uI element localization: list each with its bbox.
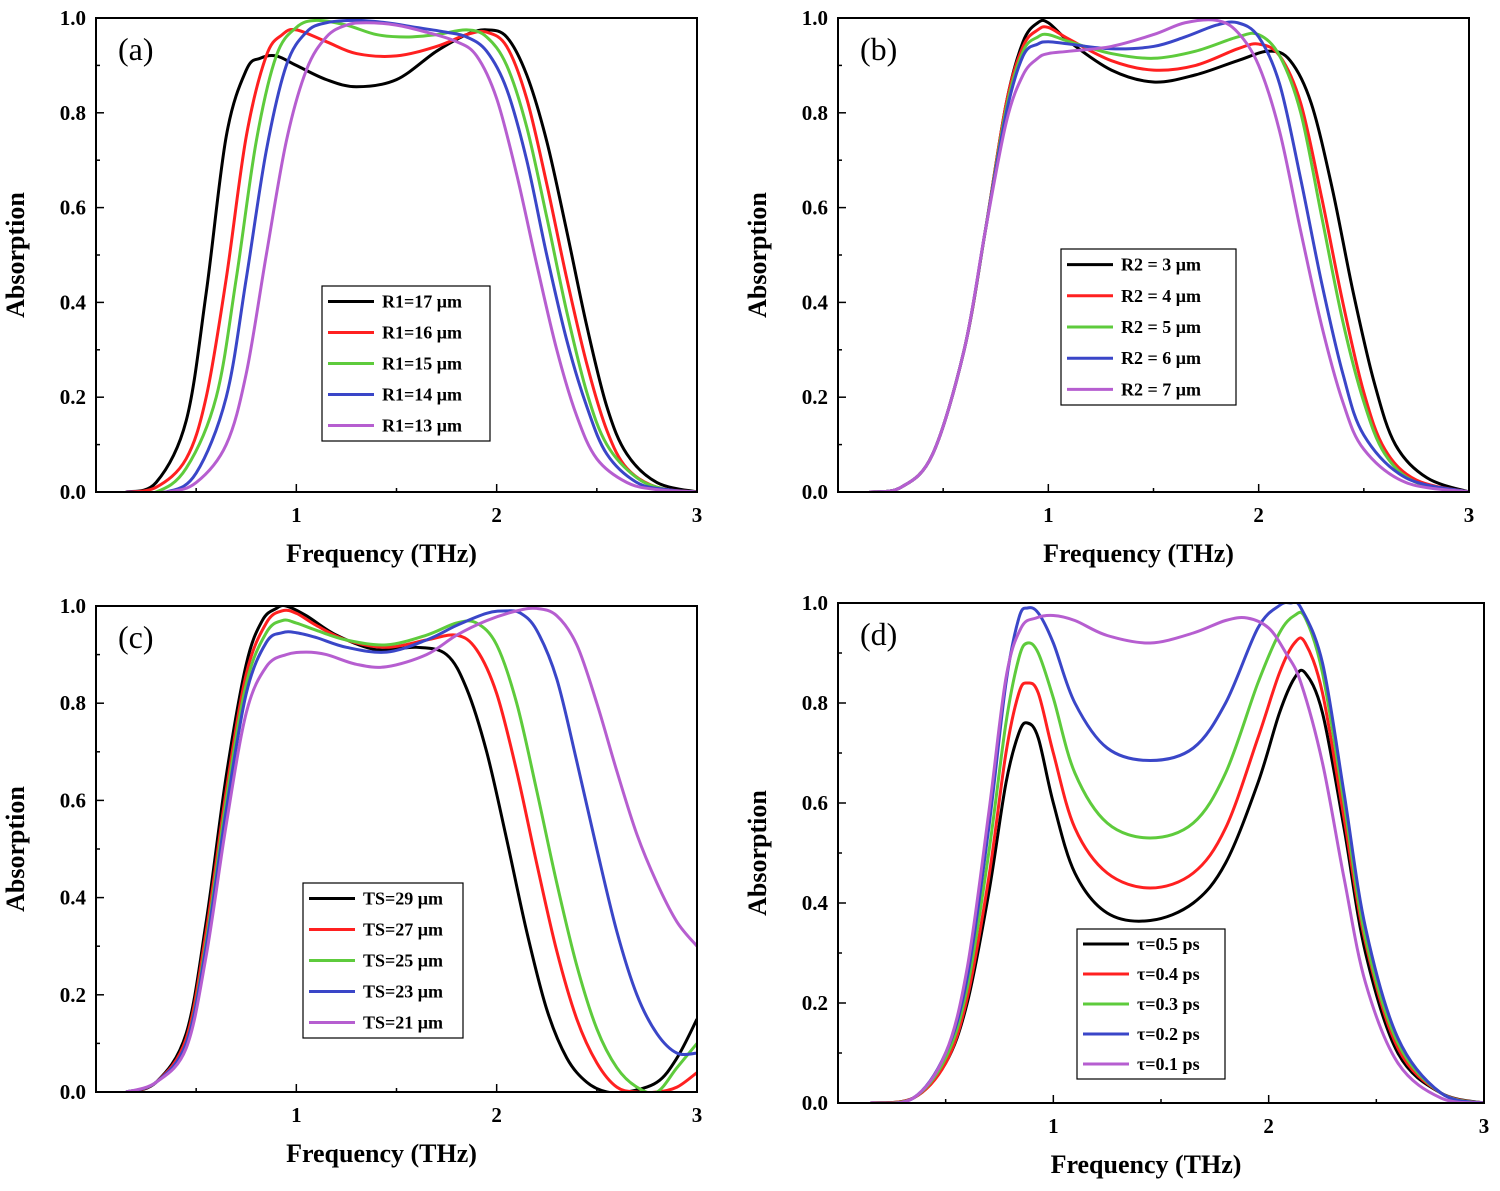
y-tick-label: 0.4 — [802, 290, 829, 314]
legend-entry: R2 = 3 μm — [1121, 255, 1201, 275]
y-tick-label: 1.0 — [60, 6, 86, 30]
chart-panel: 0.0 0.2 0.4 0.6 0.8 1.0 1 2 3 Frequency (THz) Abso… — [743, 591, 1489, 1179]
y-tick-label: 1.0 — [802, 591, 828, 615]
y-tick-label: 0.6 — [60, 196, 86, 220]
panel-label: (d) — [860, 616, 897, 652]
series-line — [126, 21, 697, 492]
x-tick-label: 3 — [692, 503, 703, 527]
legend-entry: τ=0.3 ps — [1137, 994, 1200, 1014]
legend-entry: τ=0.1 ps — [1137, 1054, 1200, 1074]
y-tick-label: 0.8 — [802, 691, 828, 715]
series-line — [870, 636, 1484, 1103]
legend-entry: R2 = 6 μm — [1121, 348, 1201, 368]
y-tick-label: 0.0 — [802, 480, 828, 504]
y-axis-label: Absorption — [1, 786, 30, 912]
panel-label: (a) — [118, 31, 154, 67]
y-tick-label: 0.0 — [802, 1091, 828, 1115]
legend-entry: TS=23 μm — [363, 982, 443, 1002]
series-line — [125, 27, 697, 492]
series-line — [869, 18, 1469, 492]
legend-entry: R1=15 μm — [382, 354, 462, 374]
series-line — [125, 606, 697, 1092]
series-line — [126, 18, 697, 492]
chart-panel: 0.0 0.2 0.4 0.6 0.8 1.0 1 2 3 Frequency (THz) Abso… — [743, 6, 1474, 568]
chart-panel: 0.0 0.2 0.4 0.6 0.8 1.0 1 2 3 Frequency (THz) Abso… — [1, 6, 702, 568]
series-group — [125, 18, 697, 492]
y-tick-label: 0.4 — [60, 886, 87, 910]
series-line — [870, 603, 1484, 1103]
legend-entry: R1=14 μm — [382, 385, 462, 405]
y-tick-label: 0.6 — [802, 791, 828, 815]
legend-entry: τ=0.4 ps — [1137, 964, 1200, 984]
legend-entry: TS=29 μm — [363, 889, 443, 909]
legend: TS=29 μm TS=27 μm TS=25 μm TS=23 μm TS=21 μm — [302, 882, 464, 1039]
chart-panel: 0.0 0.2 0.4 0.6 0.8 1.0 1 2 3 Frequency (THz) Abso… — [1, 594, 702, 1168]
y-tick-label: 0.2 — [802, 385, 828, 409]
x-tick-label: 2 — [491, 1103, 502, 1127]
x-tick-label: 3 — [1479, 1114, 1490, 1138]
series-line — [870, 613, 1484, 1103]
legend-entry: τ=0.5 ps — [1137, 934, 1200, 954]
series-group — [125, 606, 697, 1092]
y-tick-label: 0.2 — [802, 991, 828, 1015]
y-tick-label: 0.2 — [60, 385, 86, 409]
y-tick-label: 0.2 — [60, 983, 86, 1007]
y-tick-label: 0.0 — [60, 1080, 86, 1104]
y-tick-label: 0.6 — [60, 788, 86, 812]
series-line — [125, 609, 697, 1092]
y-tick-label: 0.4 — [802, 891, 829, 915]
legend: R2 = 3 μm R2 = 4 μm R2 = 5 μm R2 = 6 μm R2 =… — [1060, 248, 1237, 406]
x-tick-label: 2 — [1253, 503, 1264, 527]
series-line — [125, 28, 697, 492]
y-axis-label: Absorption — [1, 192, 30, 318]
legend-entry: TS=21 μm — [363, 1013, 443, 1033]
y-tick-label: 0.6 — [802, 196, 828, 220]
legend-entry: R2 = 4 μm — [1121, 286, 1201, 306]
y-tick-label: 0.4 — [60, 290, 87, 314]
legend-entry: TS=27 μm — [363, 920, 443, 940]
panel-label: (c) — [118, 619, 154, 655]
x-tick-label: 1 — [291, 503, 302, 527]
x-tick-label: 3 — [692, 1103, 703, 1127]
y-tick-label: 0.8 — [60, 101, 86, 125]
legend-entry: R1=13 μm — [382, 416, 462, 436]
x-axis-label: Frequency (THz) — [1043, 539, 1234, 568]
x-tick-label: 1 — [1043, 503, 1054, 527]
legend-entry: TS=25 μm — [363, 951, 443, 971]
legend-entry: R2 = 5 μm — [1121, 317, 1201, 337]
x-tick-label: 2 — [491, 503, 502, 527]
legend-entry: R1=17 μm — [382, 292, 462, 312]
y-tick-label: 0.8 — [60, 691, 86, 715]
series-group — [869, 18, 1469, 492]
x-axis-label: Frequency (THz) — [286, 539, 477, 568]
y-tick-label: 1.0 — [60, 594, 86, 618]
y-tick-label: 0.8 — [802, 101, 828, 125]
y-tick-label: 0.0 — [60, 480, 86, 504]
y-axis-label: Absorption — [743, 192, 772, 318]
x-tick-label: 1 — [1048, 1114, 1059, 1138]
series-group — [870, 603, 1484, 1103]
x-axis-label: Frequency (THz) — [1051, 1150, 1242, 1179]
x-tick-label: 1 — [291, 1103, 302, 1127]
y-axis-label: Absorption — [743, 790, 772, 916]
legend: τ=0.5 ps τ=0.4 ps τ=0.3 ps τ=0.2 ps τ=0.1 ps — [1076, 928, 1226, 1080]
panel-label: (b) — [860, 31, 897, 67]
x-axis-label: Frequency (THz) — [286, 1139, 477, 1168]
y-tick-label: 1.0 — [802, 6, 828, 30]
legend-entry: R2 = 7 μm — [1121, 379, 1201, 399]
legend: R1=17 μm R1=16 μm R1=15 μm R1=14 μm R1=13 μm — [321, 285, 491, 442]
legend-entry: R1=16 μm — [382, 323, 462, 343]
series-line — [125, 606, 697, 1092]
series-line — [126, 18, 697, 492]
x-tick-label: 3 — [1464, 503, 1475, 527]
legend-entry: τ=0.2 ps — [1137, 1024, 1200, 1044]
x-tick-label: 2 — [1263, 1114, 1274, 1138]
